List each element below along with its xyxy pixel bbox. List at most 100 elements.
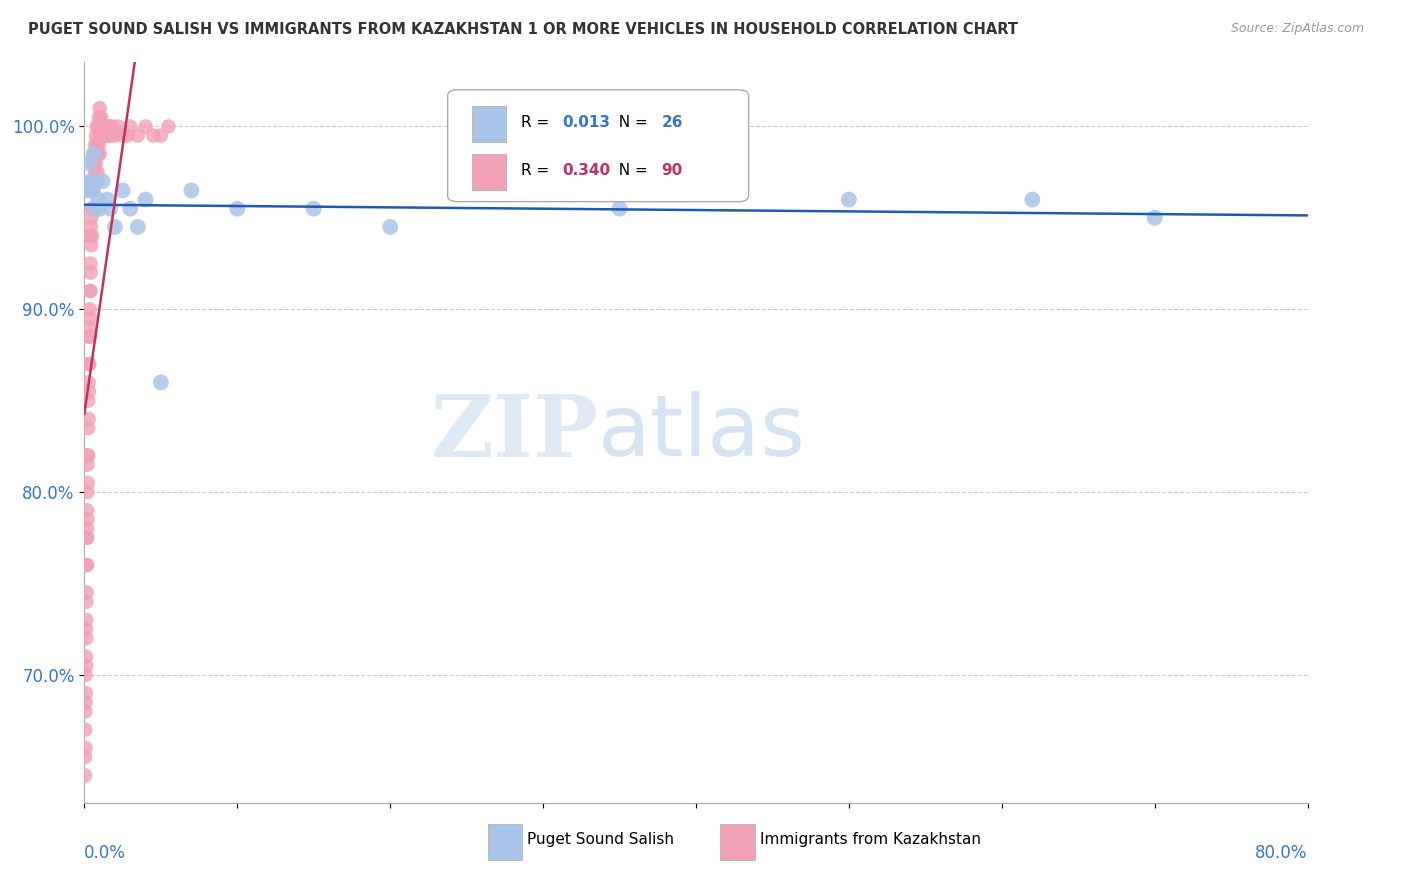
Point <box>77 384 100 399</box>
Point <box>91 174 114 188</box>
Text: 0.013: 0.013 <box>562 114 610 129</box>
Point <box>80 174 103 188</box>
Point <box>77 329 100 343</box>
Point <box>77 320 100 334</box>
Point <box>80 219 103 234</box>
Point <box>77 393 100 408</box>
Point <box>77 376 100 390</box>
Point <box>838 193 860 207</box>
Point <box>94 128 117 143</box>
Point <box>87 110 110 124</box>
Point <box>86 165 108 179</box>
Point <box>107 120 129 134</box>
Point <box>79 174 101 188</box>
Point <box>135 120 157 134</box>
Point <box>82 174 104 188</box>
Point <box>104 219 127 234</box>
Point <box>79 256 101 270</box>
Point <box>75 658 97 673</box>
Point <box>87 137 110 152</box>
Point <box>89 128 111 143</box>
Point <box>86 146 108 161</box>
Text: Immigrants from Kazakhstan: Immigrants from Kazakhstan <box>759 832 980 847</box>
Bar <box>472 154 506 190</box>
Point <box>80 238 103 252</box>
Point <box>104 128 127 143</box>
Bar <box>472 106 506 142</box>
Point <box>75 595 97 609</box>
Point <box>75 686 97 700</box>
Point <box>90 128 112 143</box>
Text: 0.0%: 0.0% <box>84 844 127 862</box>
Point <box>96 128 118 143</box>
Point <box>149 128 172 143</box>
Point <box>77 449 100 463</box>
Point <box>76 531 98 545</box>
Point <box>90 110 112 124</box>
FancyBboxPatch shape <box>447 90 748 202</box>
Text: 26: 26 <box>662 114 683 129</box>
Point <box>76 475 98 490</box>
Point <box>75 750 97 764</box>
Point <box>76 512 98 526</box>
Point <box>75 741 97 756</box>
Text: N =: N = <box>609 162 652 178</box>
Point <box>1021 193 1043 207</box>
Bar <box>488 824 522 860</box>
Point <box>80 183 103 197</box>
Point <box>101 120 124 134</box>
Point <box>80 202 103 216</box>
Point <box>120 120 142 134</box>
Point <box>79 284 101 298</box>
Point <box>96 193 118 207</box>
Point <box>75 705 97 719</box>
Point <box>83 156 105 170</box>
Text: PUGET SOUND SALISH VS IMMIGRANTS FROM KAZAKHSTAN 1 OR MORE VEHICLES IN HOUSEHOLD: PUGET SOUND SALISH VS IMMIGRANTS FROM KA… <box>28 22 1018 37</box>
Text: Puget Sound Salish: Puget Sound Salish <box>527 832 673 847</box>
Point <box>111 128 134 143</box>
Point <box>79 311 101 326</box>
Text: ZIP: ZIP <box>430 391 598 475</box>
Point <box>91 128 114 143</box>
Point <box>97 120 120 134</box>
Point <box>302 202 325 216</box>
Point <box>127 128 149 143</box>
Text: atlas: atlas <box>598 391 806 475</box>
Point <box>120 202 142 216</box>
Point <box>115 128 138 143</box>
Point <box>76 458 98 472</box>
Point <box>93 120 115 134</box>
Point <box>142 128 165 143</box>
Point <box>86 120 108 134</box>
Point <box>226 202 249 216</box>
Point <box>75 668 97 682</box>
Point <box>76 449 98 463</box>
Point <box>79 329 101 343</box>
Text: R =: R = <box>522 114 554 129</box>
Point <box>86 174 108 188</box>
Point <box>380 219 402 234</box>
Point <box>84 165 107 179</box>
Point <box>87 146 110 161</box>
Text: R =: R = <box>522 162 554 178</box>
Point <box>86 137 108 152</box>
Text: 0.340: 0.340 <box>562 162 610 178</box>
Point <box>75 723 97 737</box>
Point <box>77 412 100 426</box>
Point <box>75 613 97 627</box>
Point <box>87 120 110 134</box>
Point <box>127 219 149 234</box>
Point <box>98 202 121 216</box>
Point <box>149 376 172 390</box>
Point <box>89 146 111 161</box>
Point <box>75 695 97 709</box>
Point <box>157 120 180 134</box>
Point <box>76 183 98 197</box>
Point <box>84 137 107 152</box>
Point <box>84 202 107 216</box>
Point <box>79 284 101 298</box>
Text: N =: N = <box>609 114 652 129</box>
Point <box>82 202 104 216</box>
Point <box>76 558 98 573</box>
Point <box>80 211 103 225</box>
